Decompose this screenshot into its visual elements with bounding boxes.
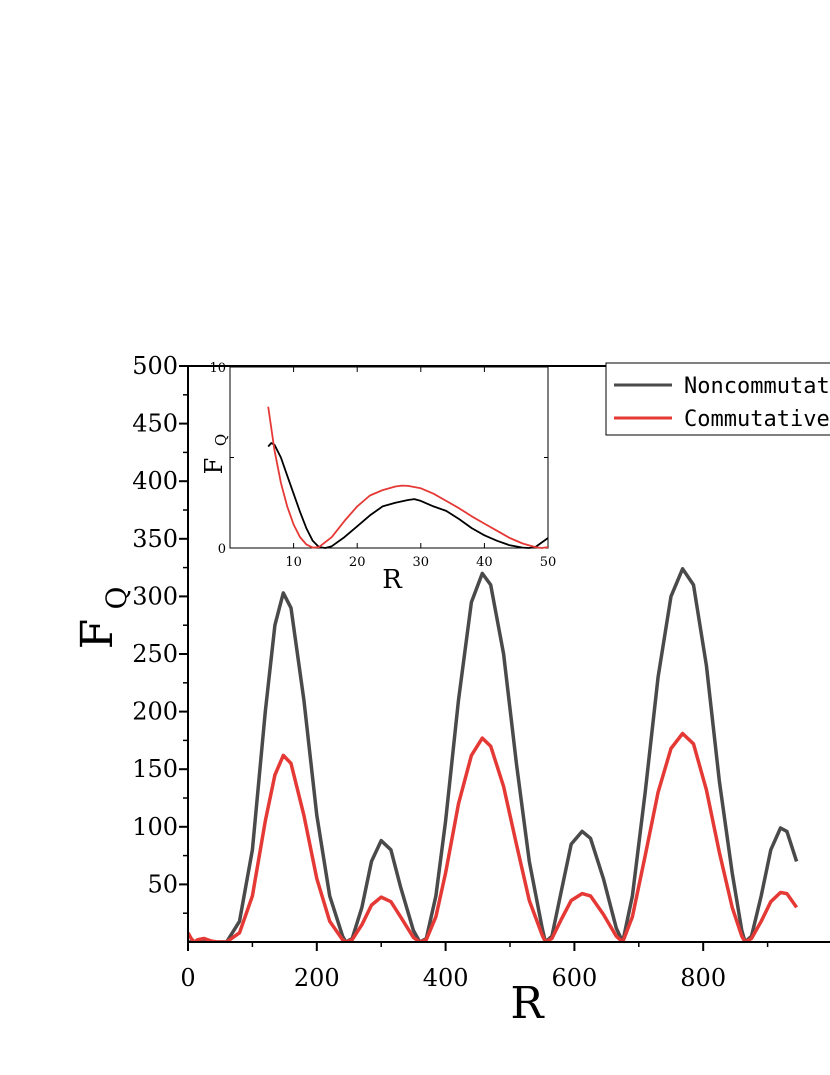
legend-label-noncommutative: Noncommutative: [684, 374, 830, 399]
main-x-tick-label: 200: [294, 964, 340, 992]
inset-series-line-red: [267, 406, 549, 549]
main-y-axis-label-main: F: [72, 619, 123, 650]
legend-box: [605, 362, 830, 436]
main-y-tick-label: 300: [132, 582, 178, 610]
main-y-tick-label: 150: [132, 755, 178, 783]
legend-label-commutative: Commutative: [684, 407, 830, 432]
main-y-tick-label: 350: [132, 525, 178, 553]
inset-x-tick-label: 50: [540, 555, 557, 570]
inset-series-group: [267, 406, 549, 549]
inset-y-axis-label-main: F: [200, 458, 228, 475]
inset-chart: 10 20 30 40 50 0 10 R F Q: [200, 361, 556, 595]
main-x-axis-label: R: [510, 978, 545, 1029]
inset-x-axis-label: R: [382, 565, 403, 595]
main-x-tick-label: 600: [551, 964, 597, 992]
main-x-tick-label: 800: [680, 964, 726, 992]
main-y-axis-label: F Q: [72, 587, 133, 650]
inset-frame: [229, 366, 549, 549]
main-y-tick-label: 100: [132, 813, 178, 841]
main-y-tick-label: 200: [132, 698, 178, 726]
main-axis-ticks: 0 200 400 600 800501001502002503003504004505…: [132, 352, 769, 992]
main-y-tick-label: 500: [132, 352, 178, 380]
series-line-commutative: [188, 731, 799, 942]
inset-y-axis-label-sub: Q: [212, 434, 230, 446]
main-y-tick-label: 250: [132, 640, 178, 668]
main-x-tick-label: 0: [180, 964, 195, 992]
main-y-axis-label-sub: Q: [100, 587, 133, 610]
main-y-tick-label: 50: [147, 870, 178, 898]
inset-x-tick-label: 10: [285, 555, 302, 570]
inset-x-tick-label: 40: [476, 555, 493, 570]
inset-x-tick-label: 20: [349, 555, 366, 570]
inset-x-tick-label: 30: [413, 555, 430, 570]
main-y-tick-label: 400: [132, 467, 178, 495]
inset-y-tick-label: 10: [209, 361, 226, 376]
main-series-group: [188, 567, 799, 942]
main-x-tick-label: 400: [423, 964, 469, 992]
inset-series-line-black: [267, 442, 549, 549]
main-y-tick-label: 450: [132, 410, 178, 438]
series-line-noncommutative: [188, 567, 799, 942]
legend: Noncommutative Commutative: [605, 362, 830, 436]
inset-y-tick-label: 0: [218, 542, 226, 557]
inset-axis-ticks: 10 20 30 40 50 0 10: [209, 361, 556, 570]
